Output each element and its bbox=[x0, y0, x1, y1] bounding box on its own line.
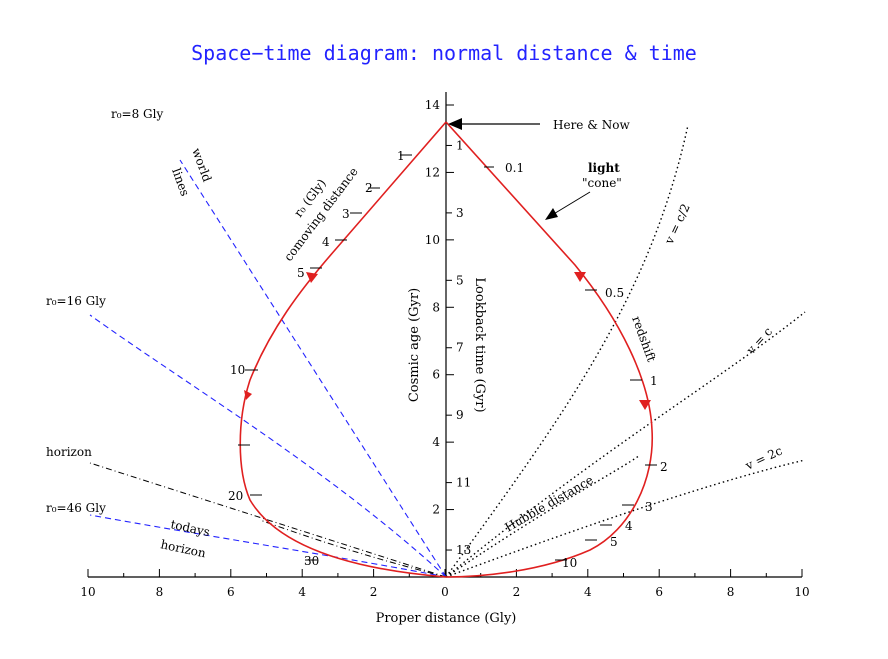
redshift-label-0.1: 0.1 bbox=[505, 161, 524, 175]
y-right-tick-label: 3 bbox=[456, 206, 464, 220]
arrow-left-upper bbox=[306, 272, 318, 283]
redshift-label-4: 4 bbox=[625, 519, 633, 533]
event-horizon-line bbox=[89, 462, 447, 578]
x-tick-label: 4 bbox=[298, 585, 306, 599]
v-2c-line bbox=[445, 459, 806, 578]
redshift-label-10: 10 bbox=[562, 556, 577, 570]
v-c2-line bbox=[445, 124, 689, 578]
x-axis-ticks: 10 8 6 4 2 0 2 4 6 8 10 bbox=[80, 569, 810, 599]
lines-label: lines bbox=[169, 166, 192, 198]
world-line-r8 bbox=[179, 159, 447, 578]
todays-horizon-line bbox=[259, 519, 447, 578]
world-line-r46 bbox=[89, 514, 447, 578]
comoving-label-2: 2 bbox=[365, 181, 373, 195]
y-right-axis-title: Lookback time (Gyr) bbox=[472, 277, 487, 412]
x-tick-label: 4 bbox=[584, 585, 592, 599]
r8-label: r₀=8 Gly bbox=[111, 107, 163, 121]
x-tick-label: 10 bbox=[80, 585, 95, 599]
light-cone-pointer bbox=[545, 191, 591, 220]
here-now-label: Here & Now bbox=[553, 118, 630, 132]
v-c2-label: v = c/2 bbox=[662, 201, 693, 247]
todays-horizon-label: horizon bbox=[159, 537, 207, 560]
light-cone-tick-marks bbox=[238, 154, 657, 561]
redshift-label-1: 1 bbox=[650, 374, 658, 388]
light-label: light bbox=[588, 161, 620, 175]
cone-label: "cone" bbox=[582, 176, 622, 190]
comoving-label-30: 30 bbox=[304, 554, 319, 568]
y-left-tick-label: 4 bbox=[432, 435, 440, 449]
x-tick-label: 2 bbox=[513, 585, 521, 599]
redshift-label-2: 2 bbox=[660, 460, 668, 474]
horizon-label: horizon bbox=[46, 445, 92, 459]
comoving-label-5: 5 bbox=[297, 266, 305, 280]
y-left-tick-label: 6 bbox=[432, 368, 440, 382]
world-line-r16 bbox=[89, 314, 447, 578]
y-left-tick-label: 8 bbox=[432, 300, 440, 314]
horizon-lines bbox=[89, 462, 447, 578]
x-tick-label: 6 bbox=[655, 585, 663, 599]
y-right-tick-label: 5 bbox=[456, 273, 464, 287]
x-axis-title: Proper distance (Gly) bbox=[376, 611, 517, 626]
hubble-distance-line bbox=[445, 454, 641, 578]
y-right-tick-label: 7 bbox=[456, 341, 464, 355]
light-cone-right bbox=[445, 121, 654, 578]
v-c-label: v = c bbox=[743, 324, 775, 357]
y-left-tick-label: 12 bbox=[425, 165, 440, 179]
comoving-label-1: 1 bbox=[397, 149, 405, 163]
light-cone-arrows bbox=[244, 272, 651, 410]
todays-label: todays bbox=[169, 517, 211, 539]
comoving-label-20: 20 bbox=[228, 489, 243, 503]
x-tick-label: 6 bbox=[227, 585, 235, 599]
diagram-title: Space−time diagram: normal distance & ti… bbox=[191, 41, 697, 65]
arrow-right-lower bbox=[639, 400, 651, 410]
arrow-left-lower bbox=[244, 390, 252, 400]
y-right-tick-label: 13 bbox=[456, 543, 471, 557]
x-tick-label: 2 bbox=[370, 585, 378, 599]
x-tick-label: 8 bbox=[156, 585, 164, 599]
world-lines bbox=[89, 159, 447, 578]
r16-label: r₀=16 Gly bbox=[46, 294, 106, 308]
here-now-pointer bbox=[448, 118, 540, 130]
world-label: world bbox=[189, 146, 214, 184]
hubble-distance-label: Hubble distance bbox=[503, 473, 596, 535]
v-2c-label: v = 2c bbox=[742, 444, 784, 474]
y-right-tick-label: 11 bbox=[456, 476, 471, 490]
y-left-tick-label: 10 bbox=[425, 233, 440, 247]
y-left-tick-label: 2 bbox=[432, 503, 440, 517]
r46-label: r₀=46 Gly bbox=[46, 501, 106, 515]
redshift-label-3: 3 bbox=[645, 500, 653, 514]
x-tick-label: 0 bbox=[441, 585, 449, 599]
y-right-tick-label: 1 bbox=[456, 138, 464, 152]
y-left-axis-title: Cosmic age (Gyr) bbox=[407, 288, 422, 402]
light-cone-left bbox=[239, 121, 447, 578]
comoving-label-4: 4 bbox=[322, 235, 330, 249]
light-cone bbox=[239, 121, 654, 578]
comoving-label-3: 3 bbox=[342, 207, 350, 221]
redshift-label-5: 5 bbox=[610, 535, 618, 549]
y-left-tick-label: 14 bbox=[425, 98, 441, 112]
redshift-label-0.5: 0.5 bbox=[605, 286, 624, 300]
x-tick-label: 8 bbox=[727, 585, 735, 599]
y-right-tick-label: 9 bbox=[456, 408, 464, 422]
arrow-right-upper bbox=[574, 272, 586, 282]
comoving-label-10: 10 bbox=[230, 363, 245, 377]
x-tick-label: 10 bbox=[794, 585, 809, 599]
